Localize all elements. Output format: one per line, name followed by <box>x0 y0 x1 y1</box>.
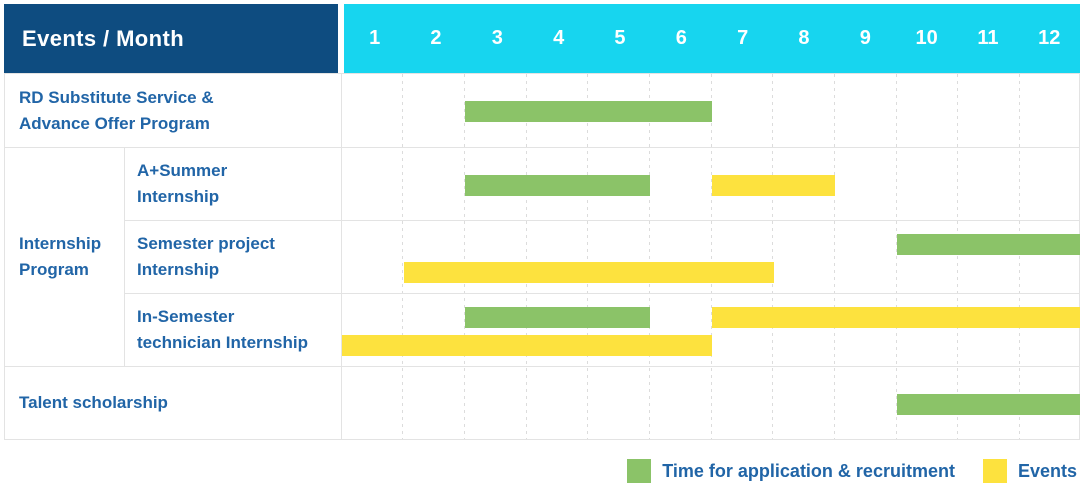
bar-event <box>712 175 836 196</box>
month-gridlines <box>341 74 1080 440</box>
month-label: 11 <box>977 27 999 49</box>
month-label: 8 <box>798 27 810 49</box>
bar-application <box>897 234 1080 255</box>
bar-application <box>897 394 1080 415</box>
row-label: In-Semester technician Internship <box>125 294 341 367</box>
month-label: 12 <box>1038 27 1061 49</box>
bar-event <box>342 335 712 356</box>
month-gridline <box>648 74 650 440</box>
row-label: A+Summer Internship <box>125 148 341 221</box>
chart-cell <box>341 148 1080 221</box>
gantt-body: Internship Program RD Substitute Service … <box>4 73 1080 440</box>
month-gridline <box>402 74 404 440</box>
events-month-header-cell: Events / Month <box>4 4 338 73</box>
month-gridline <box>525 74 527 440</box>
row-label: Talent scholarship <box>5 367 341 440</box>
month-label: 7 <box>737 27 749 49</box>
month-label: 9 <box>859 27 871 49</box>
bar-event <box>403 262 774 283</box>
months-header: 1 2 3 4 5 6 7 8 9 10 11 12 <box>344 4 1080 73</box>
group-label-internship-program: Internship Program <box>5 148 125 367</box>
month-label: 10 <box>915 27 938 49</box>
month-gridline <box>833 74 835 440</box>
month-label: 6 <box>675 27 687 49</box>
bar-application <box>465 101 712 122</box>
month-gridline <box>587 74 589 440</box>
month-label: 3 <box>491 27 503 49</box>
chart-cell <box>341 74 1080 148</box>
legend-label-application: Time for application & recruitment <box>662 460 955 481</box>
month-label: 4 <box>553 27 565 49</box>
bar-application <box>465 307 651 328</box>
chart-cell <box>341 294 1080 367</box>
month-gridline <box>772 74 774 440</box>
page-title: Events / Month <box>22 25 185 51</box>
month-label: 1 <box>369 27 381 49</box>
legend: Time for application & recruitment Event… <box>627 452 1077 490</box>
chart-cell <box>341 221 1080 294</box>
month-label: 2 <box>430 27 442 49</box>
bar-event <box>712 307 1080 328</box>
month-gridline <box>710 74 712 440</box>
month-gridline <box>1018 74 1020 440</box>
legend-item-application: Time for application & recruitment <box>627 459 955 483</box>
row-label: RD Substitute Service & Advance Offer Pr… <box>5 74 341 148</box>
month-gridline <box>895 74 897 440</box>
bar-application <box>465 175 651 196</box>
row-label: Semester project Internship <box>125 221 341 294</box>
application-swatch-icon <box>627 459 652 483</box>
month-gridline <box>957 74 959 440</box>
legend-item-events: Events <box>982 459 1077 483</box>
month-label: 5 <box>614 27 626 49</box>
chart-cell <box>341 367 1080 440</box>
legend-label-events: Events <box>1017 460 1077 481</box>
month-gridline <box>463 74 465 440</box>
event-swatch-icon <box>982 459 1007 483</box>
